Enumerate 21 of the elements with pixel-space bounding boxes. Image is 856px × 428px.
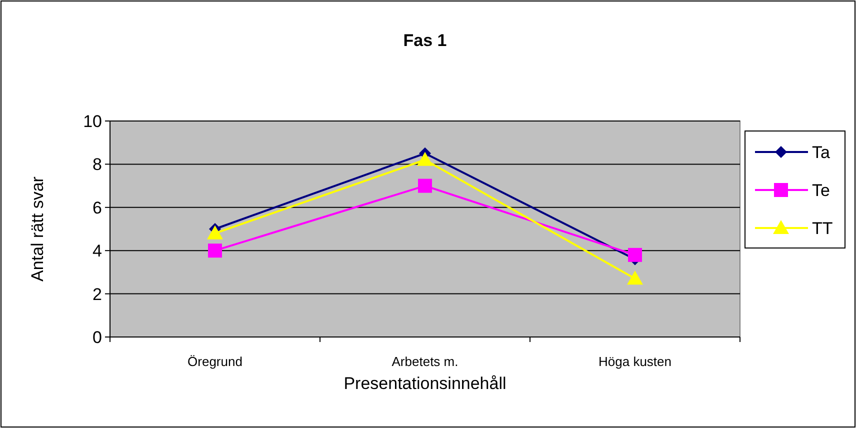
legend-label: Te [812,180,830,200]
y-tick-label: 2 [92,284,102,304]
x-tick-label: Arbetets m. [392,354,458,369]
x-tick-label: Höga kusten [598,354,672,369]
x-tick-label: Öregrund [188,354,242,369]
point [627,270,643,285]
point [418,178,432,193]
y-tick-label: 10 [83,112,102,131]
y-tick-label: 8 [92,155,102,174]
point [207,225,223,240]
legend-label: TT [812,218,833,238]
y-axis-title: Antal rätt svar [28,176,47,282]
y-tick-label: 0 [92,328,102,347]
legend-label: Ta [812,142,830,162]
point [208,244,222,258]
chart-title: Fas 1 [403,31,447,50]
y-tick-label: 6 [92,198,102,218]
x-axis-title: Presentationsinnehåll [344,374,506,393]
point [417,152,433,166]
point [628,248,642,262]
y-tick-label: 4 [92,242,102,261]
